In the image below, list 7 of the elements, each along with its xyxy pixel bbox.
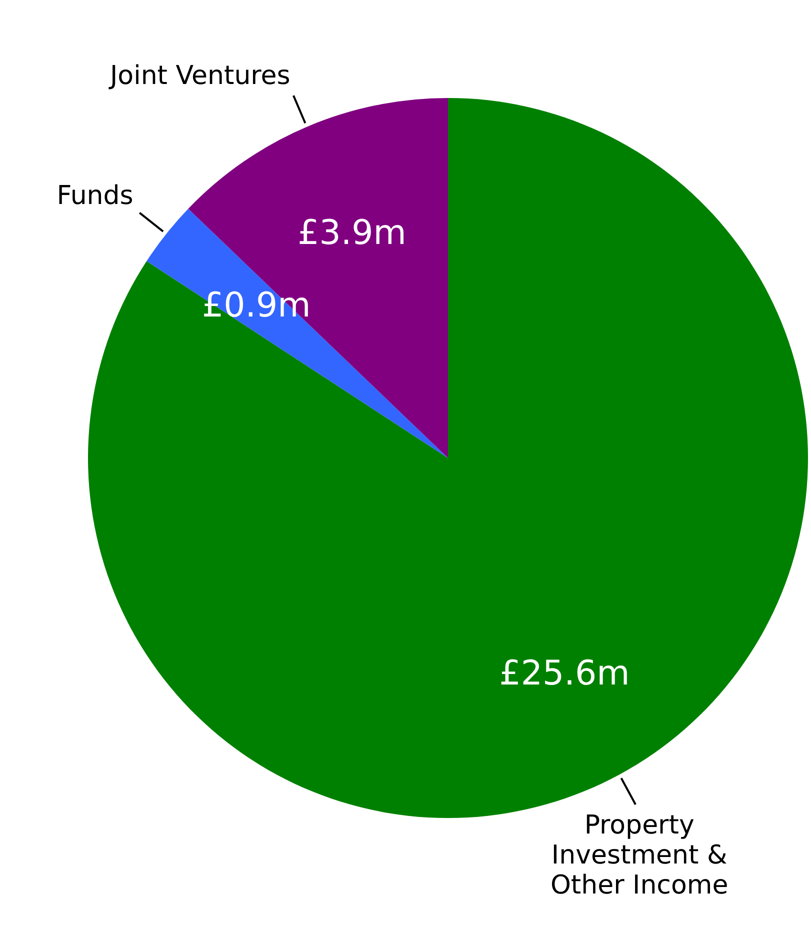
pie-slice bbox=[146, 208, 448, 458]
data-label: £25.6m bbox=[499, 653, 630, 694]
data-label: £3.9m bbox=[298, 212, 406, 253]
slice-label: Joint Ventures bbox=[108, 61, 290, 92]
slice-label: Funds bbox=[56, 180, 134, 211]
pie-slice bbox=[188, 98, 448, 458]
slice-label: Property Investment & Other Income bbox=[550, 810, 728, 901]
